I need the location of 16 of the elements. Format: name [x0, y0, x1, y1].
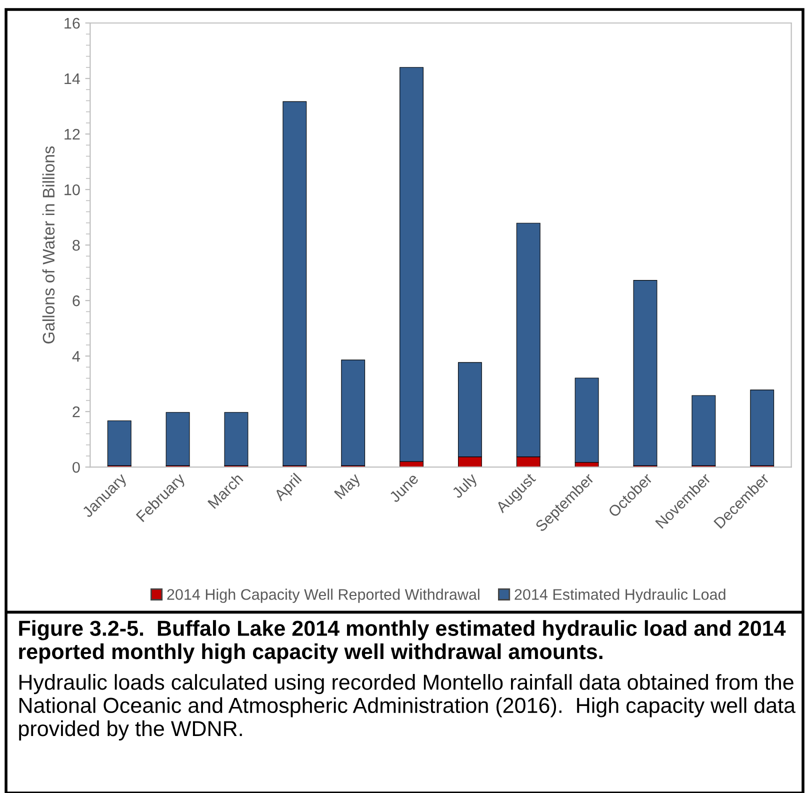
x-tick-label: July — [450, 472, 480, 502]
y-tick-label: 16 — [64, 18, 80, 29]
y-tick-label: 0 — [72, 462, 80, 473]
y-axis-title: Gallons of Water in Billions — [42, 146, 55, 344]
y-tick-label: 14 — [64, 74, 80, 84]
y-tick-label: 6 — [72, 295, 80, 306]
y-tick-label: 2 — [72, 406, 80, 418]
y-tick-label: 10 — [64, 184, 80, 196]
y-tick-label: 8 — [72, 240, 80, 251]
legend-label: 2014 High Capacity Well Reported Withdrawal — [167, 588, 480, 603]
legend-label: 2014 Estimated Hydraulic Load — [514, 588, 726, 603]
x-tick-label: May — [334, 472, 364, 502]
y-tick-label: 4 — [72, 351, 80, 362]
text: Figure 3.2-5. Buffalo Lake 2014 monthly estimated hydraulic load and 2014 reported monthly high capacity well withdrawal amounts. — [19, 620, 786, 664]
y-tick-label: 12 — [64, 128, 80, 140]
text: Hydraulic loads calculated using recorded Montello rainfall data obtained from the National Oceanic and Atmospheric Administration (2016). High capacity well data provided by the WDNR. — [19, 674, 796, 740]
